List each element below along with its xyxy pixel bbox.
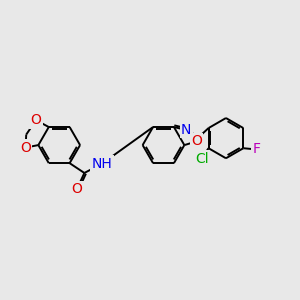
Text: O: O — [31, 113, 41, 127]
Text: O: O — [20, 140, 31, 154]
Text: O: O — [191, 134, 202, 148]
Text: N: N — [181, 123, 191, 137]
Text: F: F — [252, 142, 260, 156]
Text: O: O — [72, 182, 83, 196]
Text: Cl: Cl — [195, 152, 208, 166]
Text: NH: NH — [92, 157, 112, 171]
